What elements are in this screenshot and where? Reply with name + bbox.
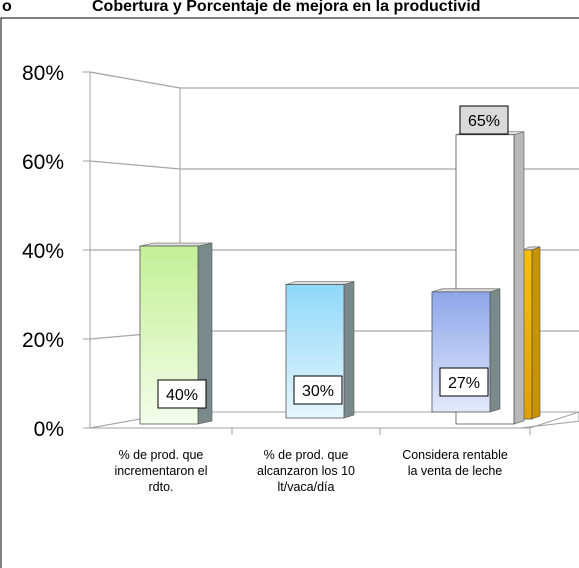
bar-side bbox=[531, 246, 541, 420]
svg-text:65%: 65% bbox=[468, 113, 500, 130]
gridline bbox=[89, 160, 579, 170]
svg-text:27%: 27% bbox=[448, 375, 480, 392]
data-label: 65% bbox=[459, 105, 509, 135]
x-category-label: % de prod. que incrementaron el rdto. bbox=[114, 448, 207, 494]
bar-side bbox=[343, 281, 355, 419]
x-category-label: Considera rentable la venta de leche bbox=[402, 448, 508, 478]
data-label: 27% bbox=[439, 367, 489, 397]
x-axis-depth-line bbox=[529, 411, 579, 429]
x-axis-categories: % de prod. que incrementaron el rdto. % de … bbox=[114, 448, 507, 494]
bar-top bbox=[139, 242, 213, 247]
y-axis-ticks: 0% 20% 40% 60% 80% bbox=[22, 62, 64, 441]
bar-top bbox=[431, 288, 501, 293]
chart-title: Cobertura y Porcentaje de mejora en la p… bbox=[92, 0, 481, 15]
y-tick-label: 40% bbox=[22, 240, 64, 263]
bar-side bbox=[513, 131, 525, 425]
bar-side bbox=[489, 288, 501, 413]
header-prefix: o bbox=[2, 0, 12, 15]
x-category-label: % de prod. que alcanzaron los 10 lt/vaca/d… bbox=[257, 448, 355, 494]
y-tick-label: 0% bbox=[34, 418, 64, 441]
bars bbox=[139, 131, 541, 425]
chart-frame bbox=[0, 17, 579, 568]
bar-top bbox=[285, 281, 355, 285]
data-label: 40% bbox=[157, 379, 207, 409]
data-label: 30% bbox=[293, 375, 343, 405]
data-labels: 40% 30% 27% 65% bbox=[157, 105, 509, 409]
svg-text:30%: 30% bbox=[302, 383, 334, 400]
gridline bbox=[89, 71, 579, 89]
svg-text:40%: 40% bbox=[166, 387, 198, 404]
y-tick-label: 80% bbox=[22, 62, 64, 85]
y-tick-label: 20% bbox=[22, 329, 64, 352]
y-tick-label: 60% bbox=[22, 151, 64, 174]
